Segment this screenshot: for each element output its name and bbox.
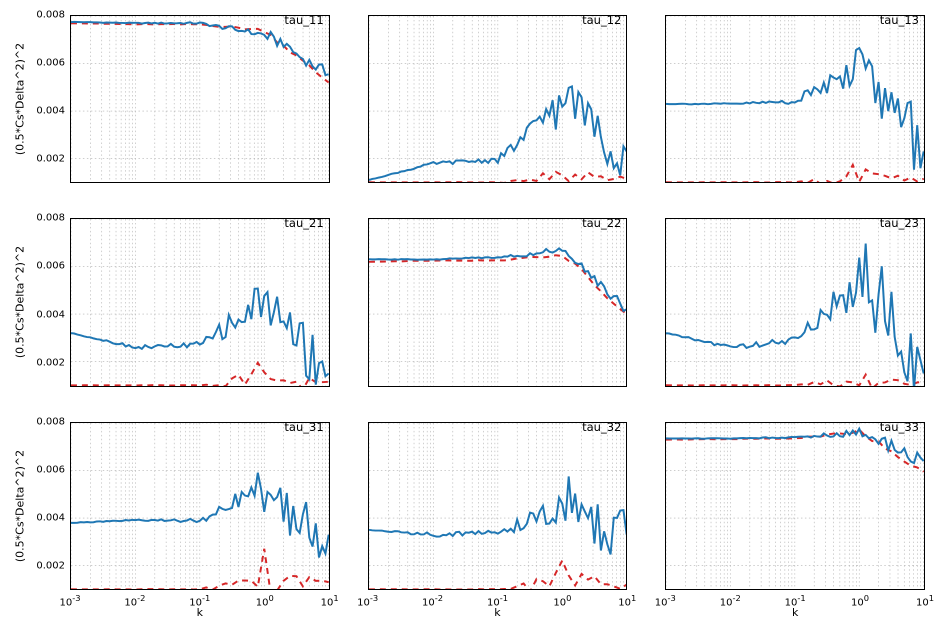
ytick-label: 0.002 [36, 154, 70, 165]
ytick-label: 0.002 [36, 560, 70, 571]
figure: tau_11 0.002 0.004 0.006 0.008 (0.5*Cs*Delta^… [0, 0, 938, 617]
xtick-label: 100 [553, 590, 571, 608]
series-theory [369, 172, 627, 182]
panel-tau_23: tau_23 [665, 218, 925, 386]
panel-tau_33: tau_3310-310-210-1100101k [665, 422, 925, 590]
ytick-label: 0.002 [36, 357, 70, 368]
ytick-label: 0.006 [36, 261, 70, 272]
panel-title: tau_11 [284, 13, 323, 27]
panel-title: tau_12 [582, 13, 621, 27]
plot-area [368, 422, 628, 590]
x-axis-label: k [494, 606, 500, 619]
panel-tau_31: tau_310.0020.0040.0060.008(0.5*Cs*Delta^… [70, 422, 330, 590]
panel-tau_22: tau_22 [368, 218, 628, 386]
series-theory [369, 560, 627, 589]
ytick-label: 0.004 [36, 309, 70, 320]
xtick-label: 10-3 [655, 590, 676, 608]
y-axis-label: (0.5*Cs*Delta^2)^2 [14, 43, 27, 155]
subplot-grid: tau_110.0020.0040.0060.008(0.5*Cs*Delta^… [70, 15, 925, 590]
plot-area [665, 15, 925, 183]
x-axis-label: k [197, 606, 203, 619]
ytick-label: 0.006 [36, 58, 70, 69]
panel-tau_13: tau_13 [665, 15, 925, 183]
x-axis-label: k [792, 606, 798, 619]
panel-title: tau_21 [284, 216, 323, 230]
panel-title: tau_13 [880, 13, 919, 27]
ytick-label: 0.008 [36, 213, 70, 224]
xtick-label: 101 [916, 590, 934, 608]
plot-area [665, 218, 925, 386]
y-axis-label: (0.5*Cs*Delta^2)^2 [14, 450, 27, 562]
ytick-label: 0.008 [36, 10, 70, 21]
ytick-label: 0.006 [36, 464, 70, 475]
xtick-label: 10-2 [720, 590, 741, 608]
ytick-label: 0.004 [36, 512, 70, 523]
xtick-label: 100 [256, 590, 274, 608]
plot-area [70, 15, 330, 183]
plot-area [70, 218, 330, 386]
panel-tau_21: tau_210.0020.0040.0060.008(0.5*Cs*Delta^… [70, 218, 330, 386]
xtick-label: 101 [321, 590, 339, 608]
ytick-label: 0.004 [36, 106, 70, 117]
plot-area [368, 15, 628, 183]
panel-title: tau_33 [880, 420, 919, 434]
plot-area [665, 422, 925, 590]
xtick-label: 10-2 [124, 590, 145, 608]
series-theory [666, 375, 924, 386]
xtick-label: 100 [851, 590, 869, 608]
plot-area [368, 218, 628, 386]
panel-tau_32: tau_3210-310-210-1100101k [368, 422, 628, 590]
xtick-label: 10-3 [357, 590, 378, 608]
panel-title: tau_22 [582, 216, 621, 230]
plot-area [70, 422, 330, 590]
panel-title: tau_31 [284, 420, 323, 434]
panel-title: tau_23 [880, 216, 919, 230]
xtick-label: 101 [618, 590, 636, 608]
xtick-label: 10-2 [422, 590, 443, 608]
ytick-label: 0.008 [36, 416, 70, 427]
y-axis-label: (0.5*Cs*Delta^2)^2 [14, 246, 27, 358]
panel-tau_11: tau_110.0020.0040.0060.008(0.5*Cs*Delta^… [70, 15, 330, 183]
xtick-label: 10-3 [59, 590, 80, 608]
series-theory [369, 256, 627, 315]
panel-tau_12: tau_12 [368, 15, 628, 183]
panel-title: tau_32 [582, 420, 621, 434]
